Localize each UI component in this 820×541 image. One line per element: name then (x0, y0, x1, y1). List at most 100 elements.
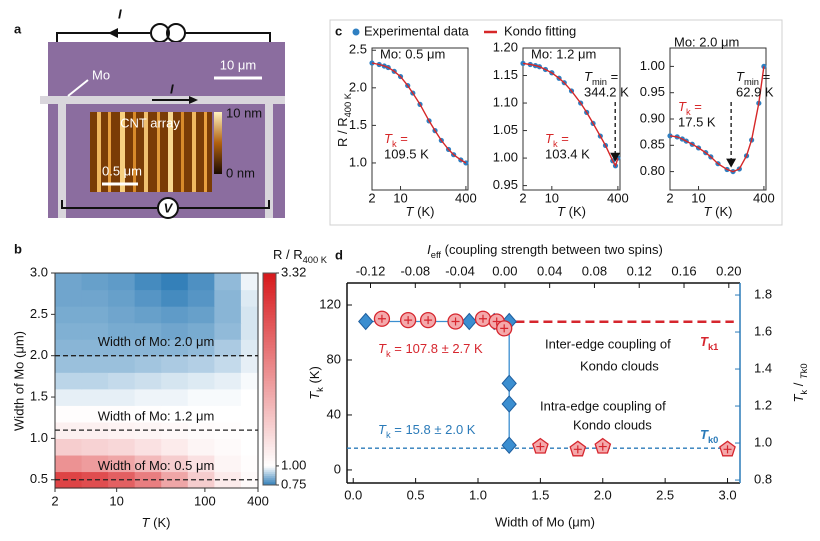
heat-cell (81, 454, 109, 473)
current-arrow (108, 28, 118, 38)
heat-cell (214, 322, 242, 340)
colorbar-step (263, 350, 276, 354)
colorbar-step (263, 408, 276, 412)
heat-cell (55, 273, 83, 291)
x-axis-label-part: (K) (414, 204, 435, 219)
x-axis-label-part: T (557, 204, 566, 219)
marker-cross (377, 314, 386, 323)
x-tick-label: 1.0 (469, 487, 487, 502)
marker-cross (536, 442, 545, 451)
heat-cell (187, 405, 215, 423)
y-tick-label: 0.80 (640, 163, 665, 178)
electrode (58, 96, 66, 218)
colorbar-step (263, 322, 276, 326)
heat-cell (214, 438, 242, 456)
plot-frame (371, 47, 469, 191)
heat-cell (108, 388, 136, 406)
heat-cell (108, 372, 136, 390)
heat-cell (187, 273, 215, 291)
colorbar-step (263, 452, 276, 456)
y-tick-label: 120 (319, 296, 341, 311)
diamond-marker (501, 374, 517, 393)
afm-max: 10 nm (226, 105, 262, 120)
colorbar-step (263, 421, 276, 426)
colorbar-step (263, 372, 276, 376)
x-tick-label: 10 (393, 190, 407, 205)
x2-tick-label: 0.12 (627, 263, 652, 278)
heat-cell (214, 388, 242, 406)
heat-cell (134, 322, 162, 340)
y-tick-label: 2.5 (349, 42, 367, 57)
heat-cell (108, 454, 136, 473)
reference-label: Width of Mo: 0.5 μm (98, 458, 215, 473)
heat-cell (240, 438, 259, 456)
x-tick-label: 0.0 (344, 487, 362, 502)
heat-cell (161, 405, 189, 423)
heat-cell (240, 306, 259, 324)
y-tick-label: 40 (327, 406, 341, 421)
colorbar-step (263, 424, 276, 428)
annotation: Tmin = (584, 69, 618, 87)
colorbar-frame (262, 272, 277, 486)
colorbar-step (263, 286, 276, 291)
heat-cell (240, 388, 259, 406)
colorbar-step (263, 374, 276, 379)
x-tick-label: 10 (691, 190, 705, 205)
pentagon-marker (569, 440, 587, 457)
heat-cell (55, 306, 83, 324)
x2-tick-label: 0.04 (537, 263, 562, 278)
colorbar-step (263, 475, 276, 478)
x-tick-label: 2 (368, 190, 375, 205)
heat-cell (55, 322, 83, 340)
colorbar-step (263, 363, 276, 368)
colorbar-step (263, 330, 276, 335)
x-tick-label: 10 (109, 493, 123, 508)
annotation-part: k (386, 349, 391, 359)
colorbar-step (263, 358, 276, 362)
x-tick-label: 10 (545, 190, 559, 205)
colorbar-step (263, 311, 276, 315)
heat-cell (214, 454, 242, 473)
heat-cell (161, 421, 189, 439)
voltmeter (157, 197, 179, 219)
annotation-arrowhead (610, 152, 621, 162)
heat-cell (161, 355, 189, 373)
y-tick-label: 0.95 (493, 177, 518, 192)
annotation-part: k (386, 430, 391, 440)
colorbar-step (263, 416, 276, 420)
heat-cell (161, 372, 189, 390)
colorbar-step (263, 430, 276, 434)
colorbar-step (263, 344, 276, 348)
colorbar-step (263, 281, 276, 285)
plot-frame (54, 272, 259, 489)
y2-axis-label-part: T (791, 394, 806, 403)
heat-cell (81, 273, 109, 291)
circuit-wire (178, 200, 270, 209)
y-tick-label: 1.5 (30, 388, 48, 403)
colorbar-step (263, 391, 276, 395)
annotation: Tk = (384, 131, 408, 149)
x-axis-label-part: (K) (150, 515, 171, 530)
annotation-part: T (545, 131, 554, 146)
colorbar-step (263, 317, 276, 321)
colorbar-step (263, 443, 276, 448)
y-tick-label: 1.0 (349, 154, 367, 169)
colorbar-step (263, 336, 276, 340)
colorbar-label-part: 400 K (303, 255, 328, 265)
heat-cell (187, 438, 215, 456)
heat-cell (134, 355, 162, 373)
x2-axis-label-part: (coupling strength between two spins) (441, 242, 663, 257)
colorbar-step (263, 438, 276, 442)
annotation: Tk = (678, 99, 702, 117)
afm-stripe (133, 112, 136, 192)
heat-cell (134, 454, 162, 473)
annotation-part: T (584, 69, 593, 84)
annotation: Tk = 15.8 ± 2.0 K (378, 422, 476, 440)
annotation-part: k (392, 139, 397, 149)
x2-tick-label: 0.20 (716, 263, 741, 278)
legend-marker (352, 28, 360, 36)
colorbar-step (263, 394, 276, 398)
scale-label: 10 μm (220, 57, 256, 72)
diamond-marker (358, 312, 374, 331)
annotation-part: T (700, 334, 709, 349)
